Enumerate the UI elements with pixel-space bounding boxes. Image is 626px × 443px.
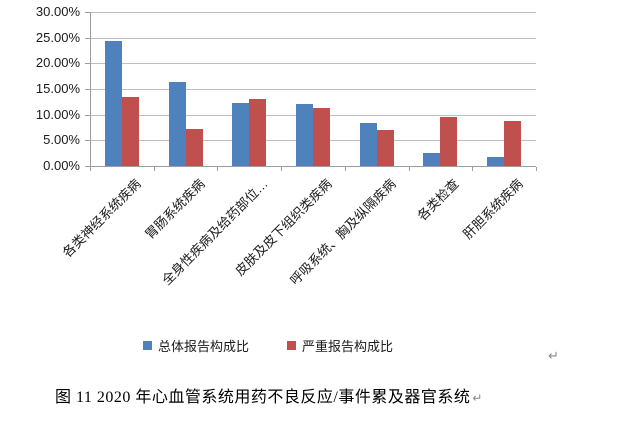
y-axis-tick bbox=[85, 89, 90, 90]
x-axis-tick bbox=[536, 167, 537, 171]
x-axis-category-label: 全身性疾病及给药部位… bbox=[158, 176, 271, 288]
y-axis-tick bbox=[85, 140, 90, 141]
y-axis-tick-label: 25.00% bbox=[35, 30, 80, 45]
y-axis-tick-label: 10.00% bbox=[35, 107, 80, 122]
legend-swatch bbox=[143, 341, 152, 350]
x-axis-line bbox=[90, 166, 536, 167]
x-axis-tick bbox=[472, 167, 473, 171]
bar bbox=[122, 97, 139, 166]
x-axis-category-label: 各类神经系统疾病 bbox=[59, 176, 144, 261]
y-axis-tick-label: 0.00% bbox=[43, 158, 80, 173]
bar bbox=[423, 153, 440, 166]
x-axis-tick bbox=[409, 167, 410, 171]
gridline bbox=[90, 89, 536, 90]
figure-caption-text: 图 11 2020 年心血管系统用药不良反应/事件累及器官系统 bbox=[55, 389, 471, 406]
x-axis-tick bbox=[281, 167, 282, 171]
legend-label: 总体报告构成比 bbox=[158, 339, 250, 354]
x-axis-category-label: 肝胆系统疾病 bbox=[459, 176, 526, 242]
bar bbox=[249, 99, 266, 166]
y-axis-line bbox=[90, 12, 91, 166]
caption-return-mark: ↵ bbox=[472, 391, 483, 405]
bar bbox=[296, 104, 313, 166]
x-axis-tick bbox=[345, 167, 346, 171]
y-axis-tick-label: 5.00% bbox=[43, 132, 80, 147]
y-axis-tick-label: 30.00% bbox=[35, 4, 80, 19]
bar bbox=[440, 117, 457, 166]
bar bbox=[377, 130, 394, 166]
chart-legend: 总体报告构成比 严重报告构成比 bbox=[143, 336, 393, 355]
y-axis-tick bbox=[85, 12, 90, 13]
bar bbox=[232, 103, 249, 166]
legend-label: 严重报告构成比 bbox=[302, 339, 394, 354]
x-axis-category-label: 各类检查 bbox=[414, 176, 462, 224]
y-axis-tick bbox=[85, 63, 90, 64]
bar bbox=[360, 123, 377, 166]
bar bbox=[105, 41, 122, 166]
y-axis-tick bbox=[85, 38, 90, 39]
bar bbox=[313, 108, 330, 166]
legend-item: 总体报告构成比 bbox=[143, 336, 249, 355]
y-axis-tick-label: 15.00% bbox=[35, 81, 80, 96]
paragraph-return-mark: ↵ bbox=[548, 348, 559, 363]
legend-item: 严重报告构成比 bbox=[287, 336, 393, 355]
gridline bbox=[90, 38, 536, 39]
y-axis-tick bbox=[85, 115, 90, 116]
x-axis-tick bbox=[154, 167, 155, 171]
gridline bbox=[90, 63, 536, 64]
y-axis-tick bbox=[85, 166, 90, 167]
x-axis-tick bbox=[90, 167, 91, 171]
gridline bbox=[90, 12, 536, 13]
x-axis-tick bbox=[217, 167, 218, 171]
bar bbox=[487, 157, 504, 166]
bar bbox=[504, 121, 521, 166]
bar bbox=[169, 82, 186, 166]
x-axis-category-label: 呼吸系统、胸及纵隔疾病 bbox=[286, 176, 399, 288]
figure-caption: 图 11 2020 年心血管系统用药不良反应/事件累及器官系统 ↵ bbox=[55, 383, 482, 407]
bar bbox=[186, 129, 203, 166]
y-axis-tick-label: 20.00% bbox=[35, 55, 80, 70]
legend-swatch bbox=[287, 341, 297, 350]
